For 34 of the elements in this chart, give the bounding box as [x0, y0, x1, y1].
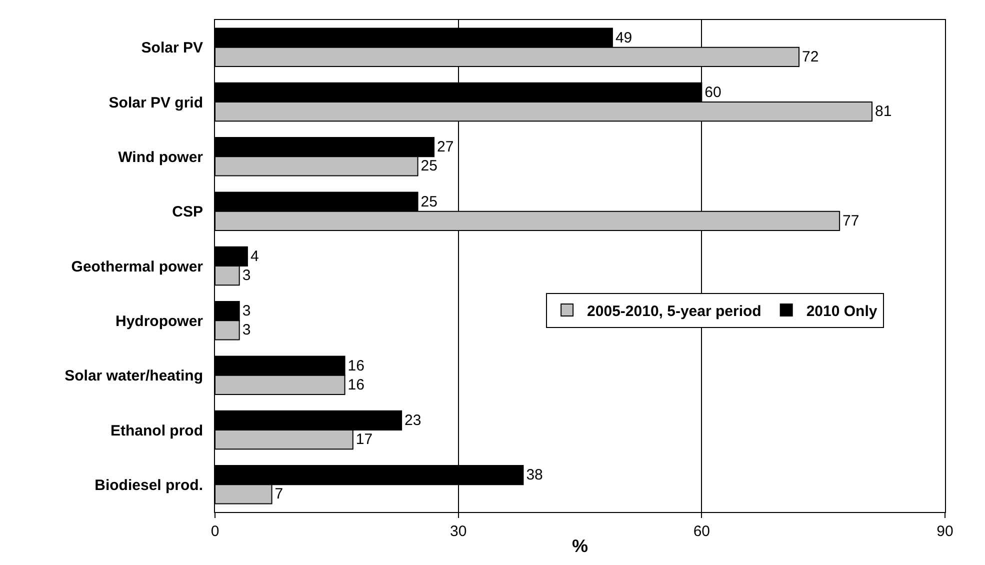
data-label: 7	[274, 486, 284, 503]
data-label: 77	[842, 212, 860, 230]
data-label: 17	[356, 431, 373, 448]
y-tick-label: Biodiesel prod.	[94, 476, 203, 494]
data-label: 25	[420, 158, 438, 175]
x-tick-label: 60	[693, 523, 710, 540]
y-tick-label: Solar water/heating	[64, 368, 203, 385]
y-tick-label: Solar PV	[141, 40, 203, 57]
data-label: 16	[348, 357, 364, 374]
y-tick-label: Solar PV grid	[108, 94, 203, 112]
y-tick-label: Wind power	[118, 148, 204, 166]
x-tick-label: 30	[450, 523, 467, 540]
data-label: 81	[875, 103, 892, 120]
x-axis-title: %	[572, 536, 588, 556]
data-label: 3	[242, 322, 251, 339]
data-label: 4	[250, 248, 259, 265]
y-tick-label: CSP	[172, 204, 203, 221]
legend-label: 2010 Only	[806, 302, 878, 320]
data-label: 16	[348, 376, 364, 394]
x-tick-label: 90	[936, 523, 954, 540]
data-label: 25	[420, 193, 438, 210]
data-label: 3	[242, 302, 251, 320]
data-label: 49	[615, 29, 632, 46]
legend-label: 2005-2010, 5-year period	[587, 302, 762, 320]
data-label: 72	[802, 48, 819, 66]
y-tick-label: Geothermal power	[71, 258, 204, 276]
data-label: 27	[437, 138, 454, 156]
data-label: 38	[526, 466, 543, 484]
y-tick-label: Ethanol prod	[110, 422, 203, 440]
data-label: 23	[404, 412, 422, 429]
y-tick-label: Hydropower	[115, 312, 204, 330]
data-label: 60	[704, 84, 722, 101]
data-label: 3	[242, 267, 251, 284]
x-tick-label: 0	[210, 523, 220, 540]
